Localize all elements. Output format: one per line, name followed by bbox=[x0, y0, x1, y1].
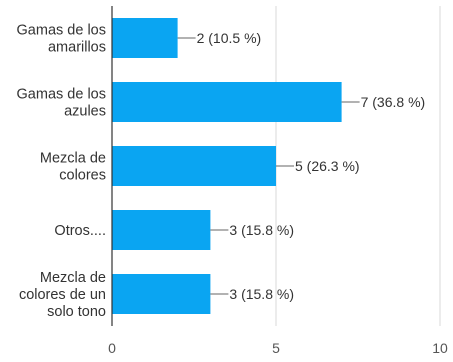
bar-3 bbox=[112, 210, 211, 250]
x-tick-label-0: 0 bbox=[108, 340, 116, 356]
category-label-3-0: Otros.... bbox=[54, 223, 106, 239]
category-label-2-1: colores bbox=[59, 168, 106, 184]
category-label-4-1: colores de un bbox=[19, 287, 106, 303]
x-tick-label-2: 10 bbox=[432, 340, 448, 356]
bar-1 bbox=[112, 82, 342, 122]
x-tick-label-1: 5 bbox=[272, 340, 280, 356]
category-label-2-0: Mezcla de bbox=[40, 151, 106, 167]
bar-2 bbox=[112, 146, 276, 186]
data-label-1: 7 (36.8 %) bbox=[361, 94, 426, 110]
category-label-0-0: Gamas de los bbox=[17, 23, 106, 39]
data-label-0: 2 (10.5 %) bbox=[197, 30, 262, 46]
data-label-3: 3 (15.8 %) bbox=[229, 222, 294, 238]
category-label-0-1: amarillos bbox=[48, 40, 106, 56]
bar-0 bbox=[112, 18, 178, 58]
data-label-4: 3 (15.8 %) bbox=[229, 286, 294, 302]
category-label-1-0: Gamas de los bbox=[17, 87, 106, 103]
bar-4 bbox=[112, 274, 211, 314]
category-label-4-0: Mezcla de bbox=[40, 270, 106, 286]
category-label-1-1: azules bbox=[64, 104, 106, 120]
data-label-2: 5 (26.3 %) bbox=[295, 158, 360, 174]
category-label-4-2: solo tono bbox=[47, 304, 106, 320]
